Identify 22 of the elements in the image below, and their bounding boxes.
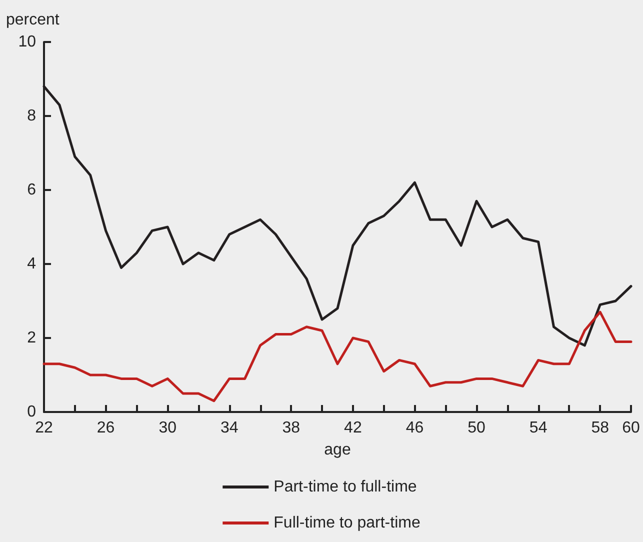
x-tick-label: 50: [468, 420, 486, 436]
x-tick-label: 60: [622, 420, 640, 436]
x-tick-label: 34: [220, 420, 238, 436]
y-tick-label: 4: [27, 256, 36, 272]
y-axis-title: percent: [6, 12, 60, 28]
x-tick-label: 30: [158, 420, 177, 436]
x-tick-label: 46: [406, 420, 424, 436]
y-tick-label: 6: [27, 182, 36, 198]
x-tick-label: 38: [282, 420, 300, 436]
legend-label: Part-time to full-time: [274, 478, 417, 496]
y-tick-label: 0: [27, 404, 36, 420]
x-tick-label: 26: [96, 420, 115, 436]
line-series: [42, 310, 632, 402]
y-tick-label: 10: [18, 34, 36, 50]
x-axis-title: age: [324, 442, 351, 458]
x-tick-label: 22: [35, 420, 53, 436]
x-tick-label: 54: [529, 420, 548, 436]
x-tick-label: 42: [344, 420, 362, 436]
y-tick-label: 2: [27, 330, 36, 346]
y-tick-label: 8: [27, 108, 36, 124]
legend-label: Full-time to part-time: [274, 514, 420, 532]
x-tick-label: 58: [591, 420, 610, 436]
